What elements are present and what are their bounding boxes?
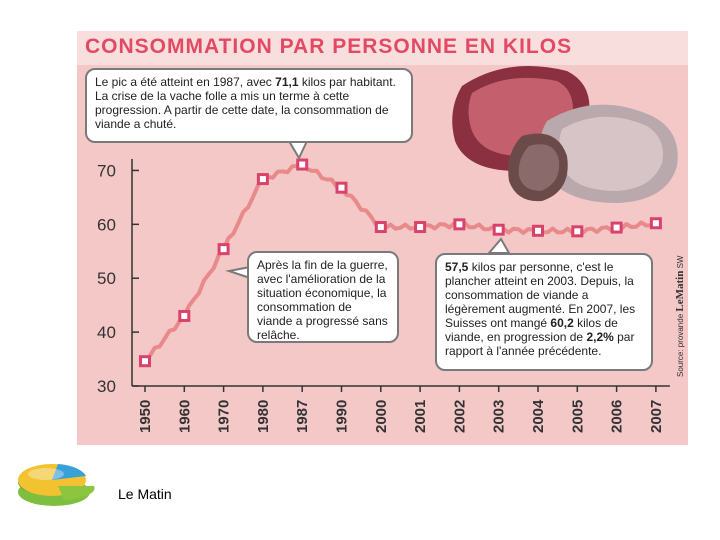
- x-tick-label: 2007: [648, 400, 665, 433]
- data-point-marker-center: [299, 161, 306, 168]
- axes: [131, 159, 670, 392]
- y-tick-label: 40: [97, 323, 116, 342]
- x-tick-label: 1950: [137, 400, 154, 433]
- x-tick-label: 1990: [334, 400, 351, 433]
- data-point-marker-center: [613, 224, 620, 231]
- x-tick-label: 2001: [412, 400, 429, 433]
- x-tick-label: 2000: [373, 400, 390, 433]
- data-point-marker-center: [259, 176, 266, 183]
- y-tick-label: 30: [97, 377, 116, 396]
- pie-chart-logo-icon: [18, 464, 95, 506]
- data-point-marker-center: [652, 220, 659, 227]
- recent-annotation: 57,5 kilos par personne, c'est le planch…: [435, 253, 653, 371]
- postwar-annotation: Après la fin de la guerre, avec l'amélio…: [247, 251, 399, 343]
- data-point-marker-center: [142, 358, 148, 365]
- recent-annotation-floor-value: 57,5: [445, 260, 469, 274]
- tick-labels: 30 40 50 60 70 1950 1960 1970 1980 1987 1990 2000 20…: [97, 161, 665, 433]
- peak-annotation-text-2: kilos par habitant. La crise de la vache…: [95, 75, 396, 131]
- chart-title: CONSOMMATION PAR PERSONNE EN KILOS: [85, 35, 573, 58]
- data-point-marker-center: [456, 221, 463, 228]
- x-tick-label: 1987: [294, 400, 311, 433]
- x-tick-label: 1980: [255, 400, 272, 433]
- postwar-annotation-text: Après la fin de la guerre, avec l'amélio…: [257, 258, 388, 342]
- data-point-marker-center: [417, 224, 424, 231]
- source-prefix: Source: provande: [676, 313, 685, 377]
- title-band: [77, 31, 688, 65]
- x-tick-label: 2004: [530, 399, 547, 433]
- x-tick-label: 2003: [491, 400, 508, 433]
- data-point-marker-center: [377, 224, 384, 231]
- x-tick-label: 1960: [176, 400, 193, 433]
- peak-annotation: Le pic a été atteint en 1987, avec 71,1 …: [85, 68, 413, 143]
- y-tick-label: 50: [97, 269, 116, 288]
- source-brand: LeMatin: [674, 270, 686, 312]
- x-tick-label: 2002: [451, 400, 468, 433]
- peak-annotation-text-1: Le pic a été atteint en 1987, avec: [95, 75, 276, 89]
- x-tick-label: 2005: [569, 400, 586, 433]
- data-point-marker-center: [535, 227, 541, 234]
- meat-illustration: [452, 66, 678, 203]
- y-tick-label: 70: [97, 161, 116, 180]
- recent-annotation-text-3: par rapport à l'année précédente.: [445, 330, 635, 358]
- data-point-marker-center: [574, 228, 581, 235]
- data-point-marker-center: [181, 312, 188, 319]
- data-point-marker-center: [495, 226, 502, 233]
- recent-annotation-growth-value: 2,2%: [586, 330, 614, 344]
- y-tick-label: 60: [97, 215, 116, 234]
- source-suffix: SW: [676, 255, 685, 269]
- recent-annotation-2007-value: 60,2: [550, 316, 574, 330]
- source-credit: Source: provande LeMatin SW: [674, 256, 686, 377]
- recent-annotation-text-1: kilos par personne, c'est le plancher at…: [445, 260, 636, 330]
- footer-label: Le Matin: [118, 486, 172, 502]
- series-line: [143, 162, 657, 363]
- recent-annotation-text-2: kilos de viande, en progression de: [445, 316, 618, 344]
- peak-annotation-value: 71,1: [275, 75, 299, 89]
- data-point-marker-center: [220, 246, 227, 253]
- data-markers: [139, 158, 662, 368]
- x-tick-label: 2006: [609, 400, 626, 433]
- data-point-marker-center: [338, 184, 345, 191]
- x-tick-label: 1970: [216, 400, 233, 433]
- infographic: 30 40 50 60 70 1950 1960 1970 1980 1987 1990 2000 20…: [77, 31, 688, 445]
